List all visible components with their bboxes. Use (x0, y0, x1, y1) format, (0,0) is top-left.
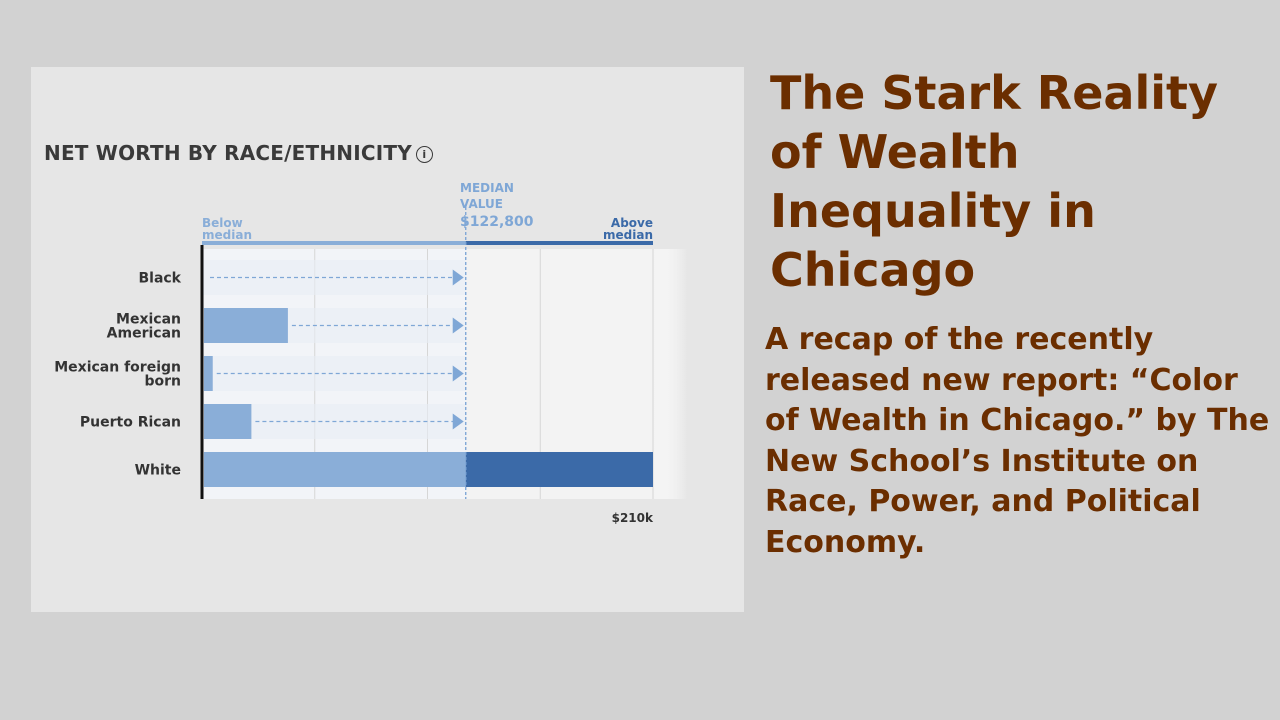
median-label: MEDIAN (460, 181, 514, 195)
chart-title-text: NET WORTH BY RACE/ETHNICITY (44, 141, 412, 165)
subhead: A recap of the recently released new rep… (765, 322, 1270, 560)
below-median-label: median (202, 228, 252, 242)
above-median-band (465, 241, 653, 245)
bar-above-median (465, 452, 653, 487)
headline: The Stark Reality of Wealth Inequality i… (770, 66, 1218, 297)
chart-plot: Black Mexican American Mexican foreign born P… (54, 181, 687, 525)
below-median-label: Below (202, 216, 243, 230)
below-median-band (202, 241, 466, 245)
chart-title: NET WORTH BY RACE/ETHNICITY i (44, 141, 433, 165)
median-value-label: $122,800 (460, 214, 534, 230)
category-label: Mexican American (107, 312, 181, 342)
above-median-label: Above (611, 216, 653, 230)
gap-arrow-head (452, 365, 464, 382)
bar (204, 356, 213, 391)
category-label: Mexican foreign born (54, 360, 181, 390)
gap-arrow-head (452, 317, 464, 334)
category-label: White (135, 463, 181, 479)
x-tick-label: $210k (612, 511, 654, 525)
gap-arrow-head (452, 269, 464, 286)
category-label: Black (138, 271, 181, 287)
info-icon[interactable]: i (415, 146, 433, 163)
bar (204, 452, 466, 487)
plot-fade (653, 249, 687, 499)
gap-arrow-head (452, 413, 464, 430)
chart-card: Black Mexican American Mexican foreign born P… (31, 67, 744, 612)
bar (204, 308, 288, 343)
median-label: VALUE (460, 197, 503, 211)
above-median-label: median (603, 228, 653, 242)
bar (204, 404, 252, 439)
category-label: Puerto Rican (80, 415, 181, 431)
